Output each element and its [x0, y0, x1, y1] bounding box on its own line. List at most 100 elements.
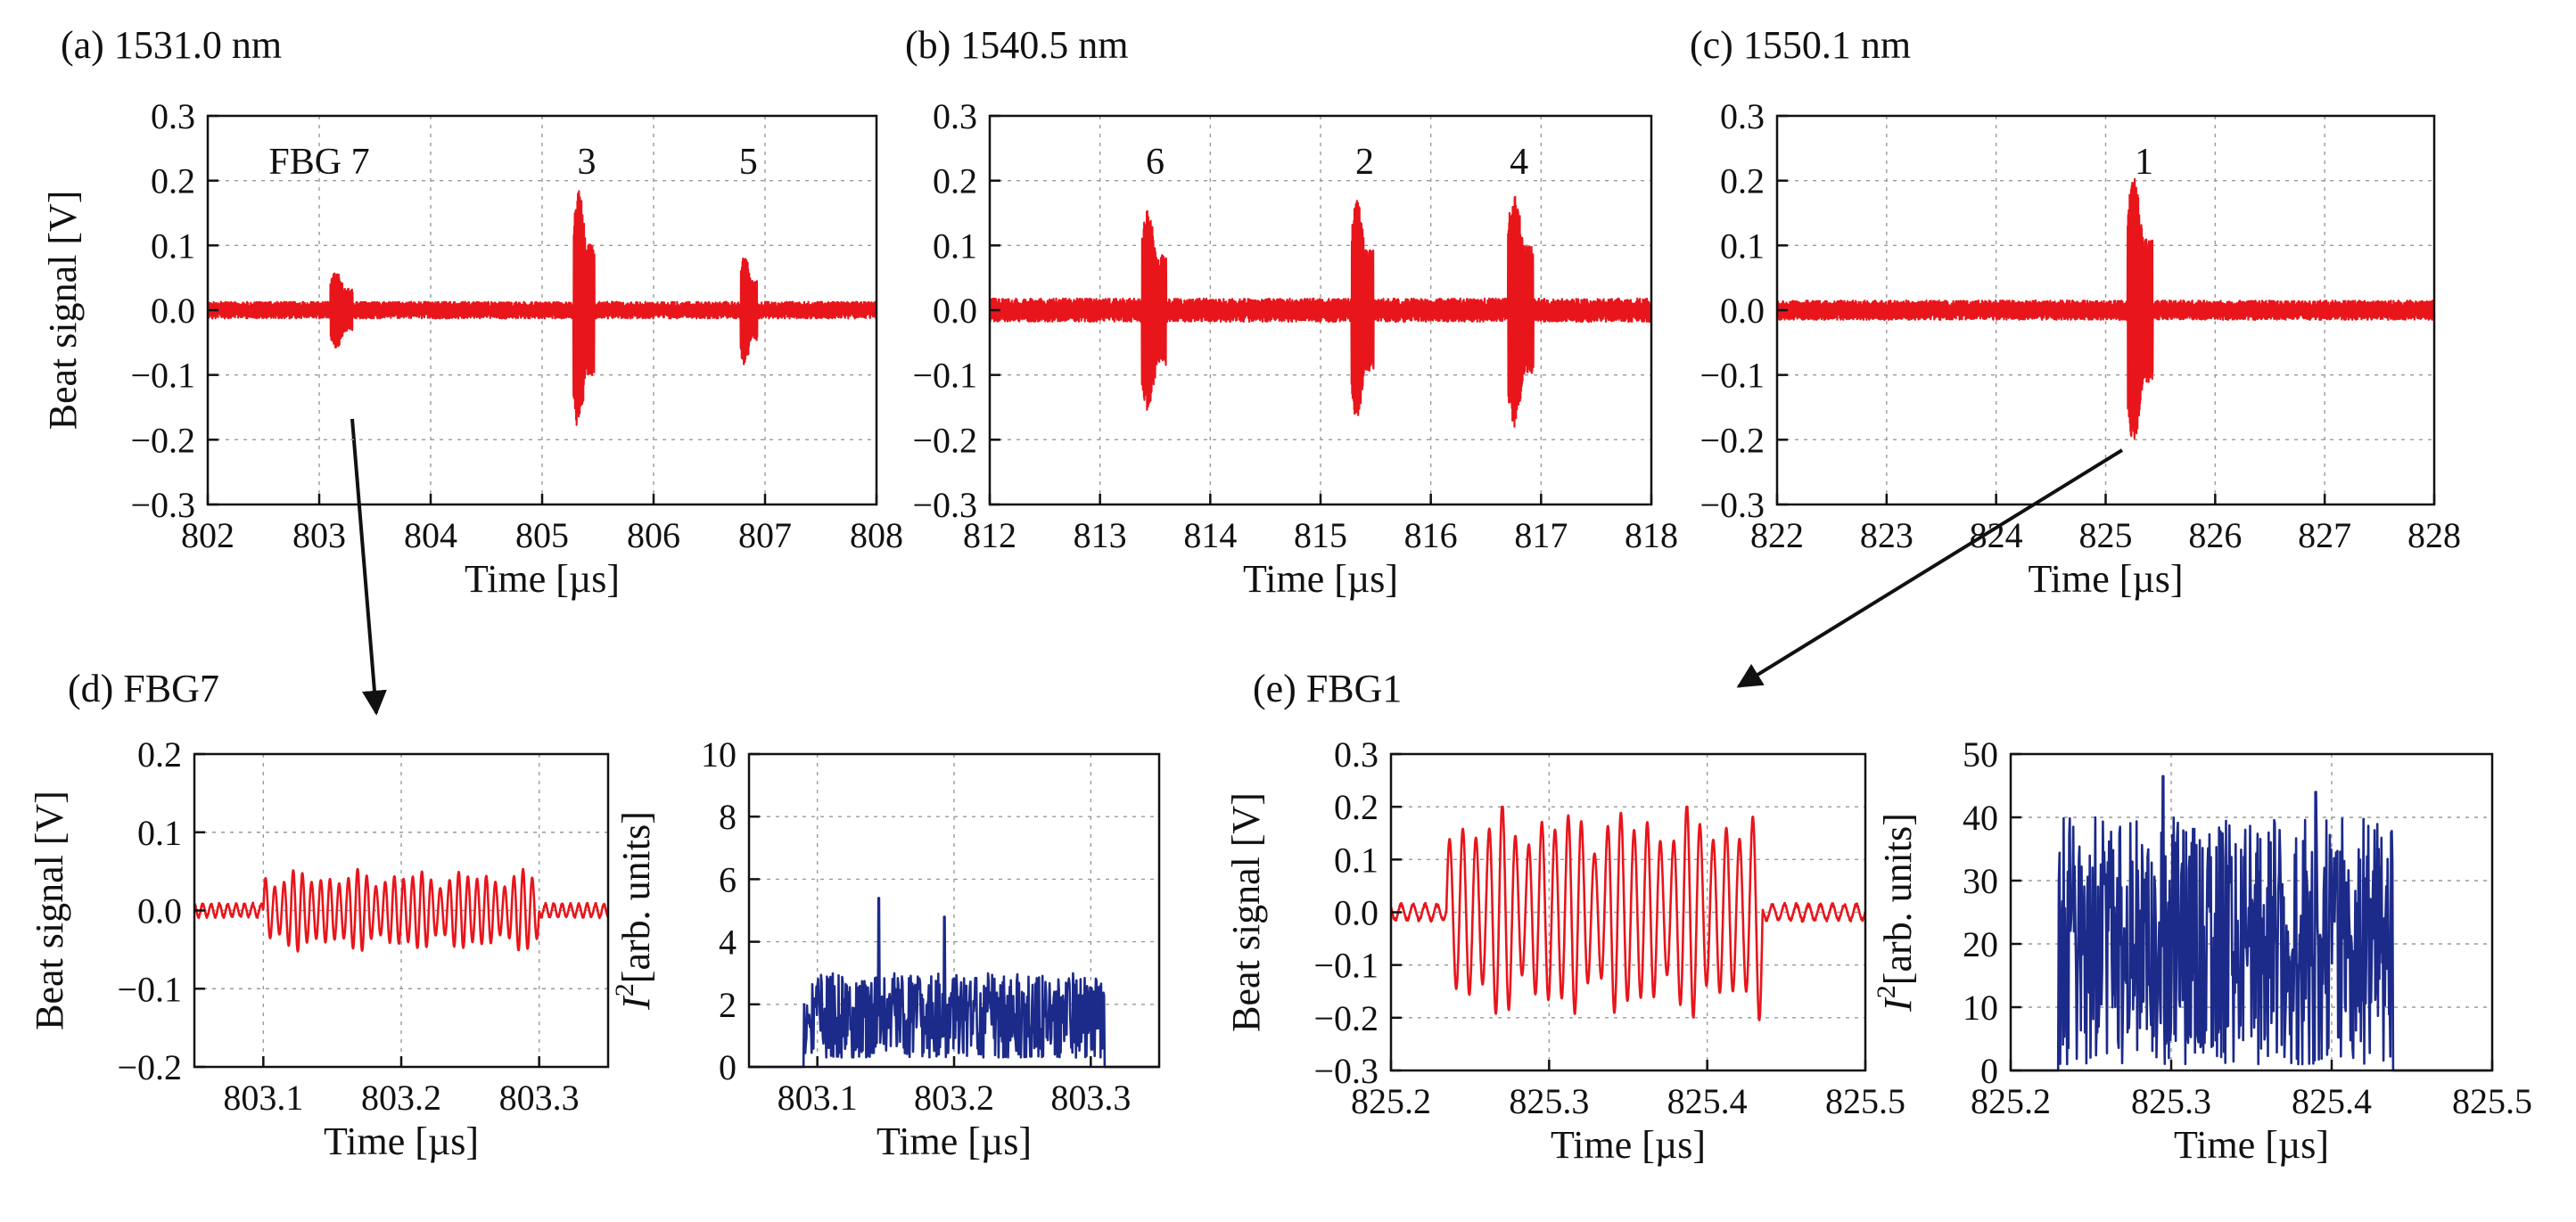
- y-tick-label: −0.1: [1313, 946, 1379, 986]
- x-tick-label: 824: [1970, 515, 2023, 555]
- y-tick-label: 0.0: [933, 291, 977, 331]
- x-tick-label: 803.2: [361, 1078, 441, 1118]
- x-tick-label: 828: [2407, 515, 2461, 555]
- x-tick-label: 812: [963, 515, 1016, 555]
- y-tick-label: 0.0: [1720, 291, 1765, 331]
- x-axis-label: Time [µs]: [324, 1119, 479, 1163]
- data-series-line: [748, 897, 1160, 1069]
- y-tick-label: 0.0: [151, 291, 195, 331]
- x-tick-label: 825.2: [1351, 1081, 1431, 1121]
- data-series-line: [1775, 177, 2436, 439]
- y-axis-label-rest: [arb. units]: [1876, 813, 1920, 985]
- y-axis-label: Beat signal [V]: [1224, 792, 1268, 1032]
- x-tick-label: 825.5: [1825, 1081, 1905, 1121]
- x-tick-label: 804: [404, 515, 457, 555]
- y-tick-label: 10: [701, 734, 737, 775]
- x-tick-label: 813: [1074, 515, 1127, 555]
- y-tick-label: −0.2: [117, 1047, 182, 1087]
- x-tick-label: 807: [738, 515, 792, 555]
- y-tick-label: −0.2: [912, 420, 977, 460]
- x-tick-label: 802: [181, 515, 235, 555]
- y-tick-label: 0.1: [137, 813, 182, 853]
- plot-c: 822 823 824 825 826 827 828 0.3 0.2 0.1 0.0 −0.1 −0.…: [1700, 96, 2461, 601]
- annotation-label: 5: [739, 142, 758, 183]
- data-series-line: [193, 867, 610, 953]
- y-tick-label: 8: [719, 797, 737, 837]
- x-tick-label: 803.3: [499, 1078, 580, 1118]
- annotation-label: FBG 7: [268, 142, 369, 183]
- x-tick-label: 825.3: [2131, 1081, 2211, 1121]
- plot-frame: [2009, 752, 2494, 1072]
- x-axis-label: Time [µs]: [465, 557, 620, 601]
- annotation-label: 4: [1510, 142, 1528, 183]
- y-tick-label: 0.0: [137, 891, 182, 931]
- annotation-label: 3: [578, 142, 597, 183]
- annotation-label: 2: [1355, 142, 1374, 183]
- x-axis-label: Time [µs]: [876, 1119, 1032, 1163]
- x-axis-label: Time [µs]: [1243, 557, 1398, 601]
- x-tick-label: 803.3: [1050, 1078, 1131, 1118]
- x-tick-label: 803: [292, 515, 346, 555]
- y-tick-label: 6: [719, 859, 737, 899]
- y-tick-label: −0.1: [912, 356, 977, 396]
- zoom-arrow-fbg7: [350, 418, 387, 716]
- x-tick-label: 803.1: [778, 1078, 858, 1118]
- y-tick-label: 0: [1980, 1051, 1998, 1091]
- y-tick-label: −0.2: [1700, 420, 1765, 460]
- y-axis-label: I2[arb. units]: [610, 811, 658, 1011]
- y-tick-label: 0.3: [151, 96, 195, 136]
- y-tick-label: 0.2: [151, 161, 195, 201]
- x-tick-label: 825.4: [2292, 1081, 2372, 1121]
- x-tick-label: 823: [1860, 515, 1913, 555]
- x-axis-label: Time [µs]: [2174, 1123, 2329, 1167]
- y-axis-label-sup: 2: [610, 983, 639, 996]
- x-tick-label: 805: [515, 515, 569, 555]
- y-tick-label: 20: [1963, 924, 1998, 964]
- y-tick-label: 10: [1963, 988, 1998, 1028]
- y-tick-label: −0.3: [1313, 1051, 1379, 1091]
- x-tick-label: 825.5: [2452, 1081, 2532, 1121]
- x-tick-label: 825.4: [1667, 1081, 1748, 1121]
- y-tick-label: 0.3: [933, 96, 977, 136]
- x-tick-label: 806: [627, 515, 680, 555]
- y-tick-label: −0.2: [1313, 998, 1379, 1038]
- y-tick-label: 30: [1963, 861, 1998, 901]
- y-tick-label: −0.3: [912, 485, 977, 525]
- x-tick-label: 816: [1404, 515, 1458, 555]
- data-series-line: [1389, 805, 1867, 1021]
- x-tick-label: 814: [1183, 515, 1237, 555]
- plot-d-left: 803.1 803.2 803.3 0.2 0.1 0.0 −0.1 −0.2 Time [µs…: [28, 734, 610, 1163]
- y-axis-label: I2[arb. units]: [1872, 813, 1920, 1013]
- y-axis-label-symbol: I: [1876, 996, 1920, 1013]
- data-series-line: [206, 190, 878, 426]
- zoom-arrow-fbg1: [1736, 448, 2124, 688]
- x-tick-label: 826: [2188, 515, 2242, 555]
- y-tick-label: 0.2: [933, 161, 977, 201]
- x-tick-label: 818: [1625, 515, 1678, 555]
- panel-d-title: (d) FBG7: [68, 667, 219, 710]
- y-tick-label: −0.1: [130, 356, 195, 396]
- y-axis-label: Beat signal [V]: [41, 191, 85, 431]
- y-tick-label: 40: [1963, 798, 1998, 838]
- x-tick-label: 825.2: [1971, 1081, 2051, 1121]
- y-tick-label: −0.3: [1700, 485, 1765, 525]
- y-tick-label: 0.0: [1334, 893, 1379, 933]
- x-tick-label: 817: [1514, 515, 1568, 555]
- y-tick-label: −0.2: [130, 420, 195, 460]
- x-tick-label: 825.3: [1509, 1081, 1589, 1121]
- y-tick-label: −0.3: [130, 485, 195, 525]
- plot-a: 802 803 804 805 806 807 808 0.3 0.2 0.1 0.0 −0.1 −0.…: [41, 96, 903, 601]
- annotation-label: 1: [2135, 142, 2153, 183]
- y-tick-label: 0: [719, 1047, 737, 1087]
- x-axis-label: Time [µs]: [1551, 1123, 1706, 1167]
- y-tick-label: −0.1: [117, 969, 182, 1009]
- panel-c-title: (c) 1550.1 nm: [1690, 23, 1911, 67]
- panel-b-title: (b) 1540.5 nm: [905, 23, 1129, 67]
- x-tick-label: 803.1: [223, 1078, 303, 1118]
- y-tick-label: 4: [719, 923, 737, 963]
- y-tick-label: 50: [1963, 734, 1998, 775]
- y-tick-label: 2: [719, 985, 737, 1025]
- x-tick-label: 825: [2079, 515, 2133, 555]
